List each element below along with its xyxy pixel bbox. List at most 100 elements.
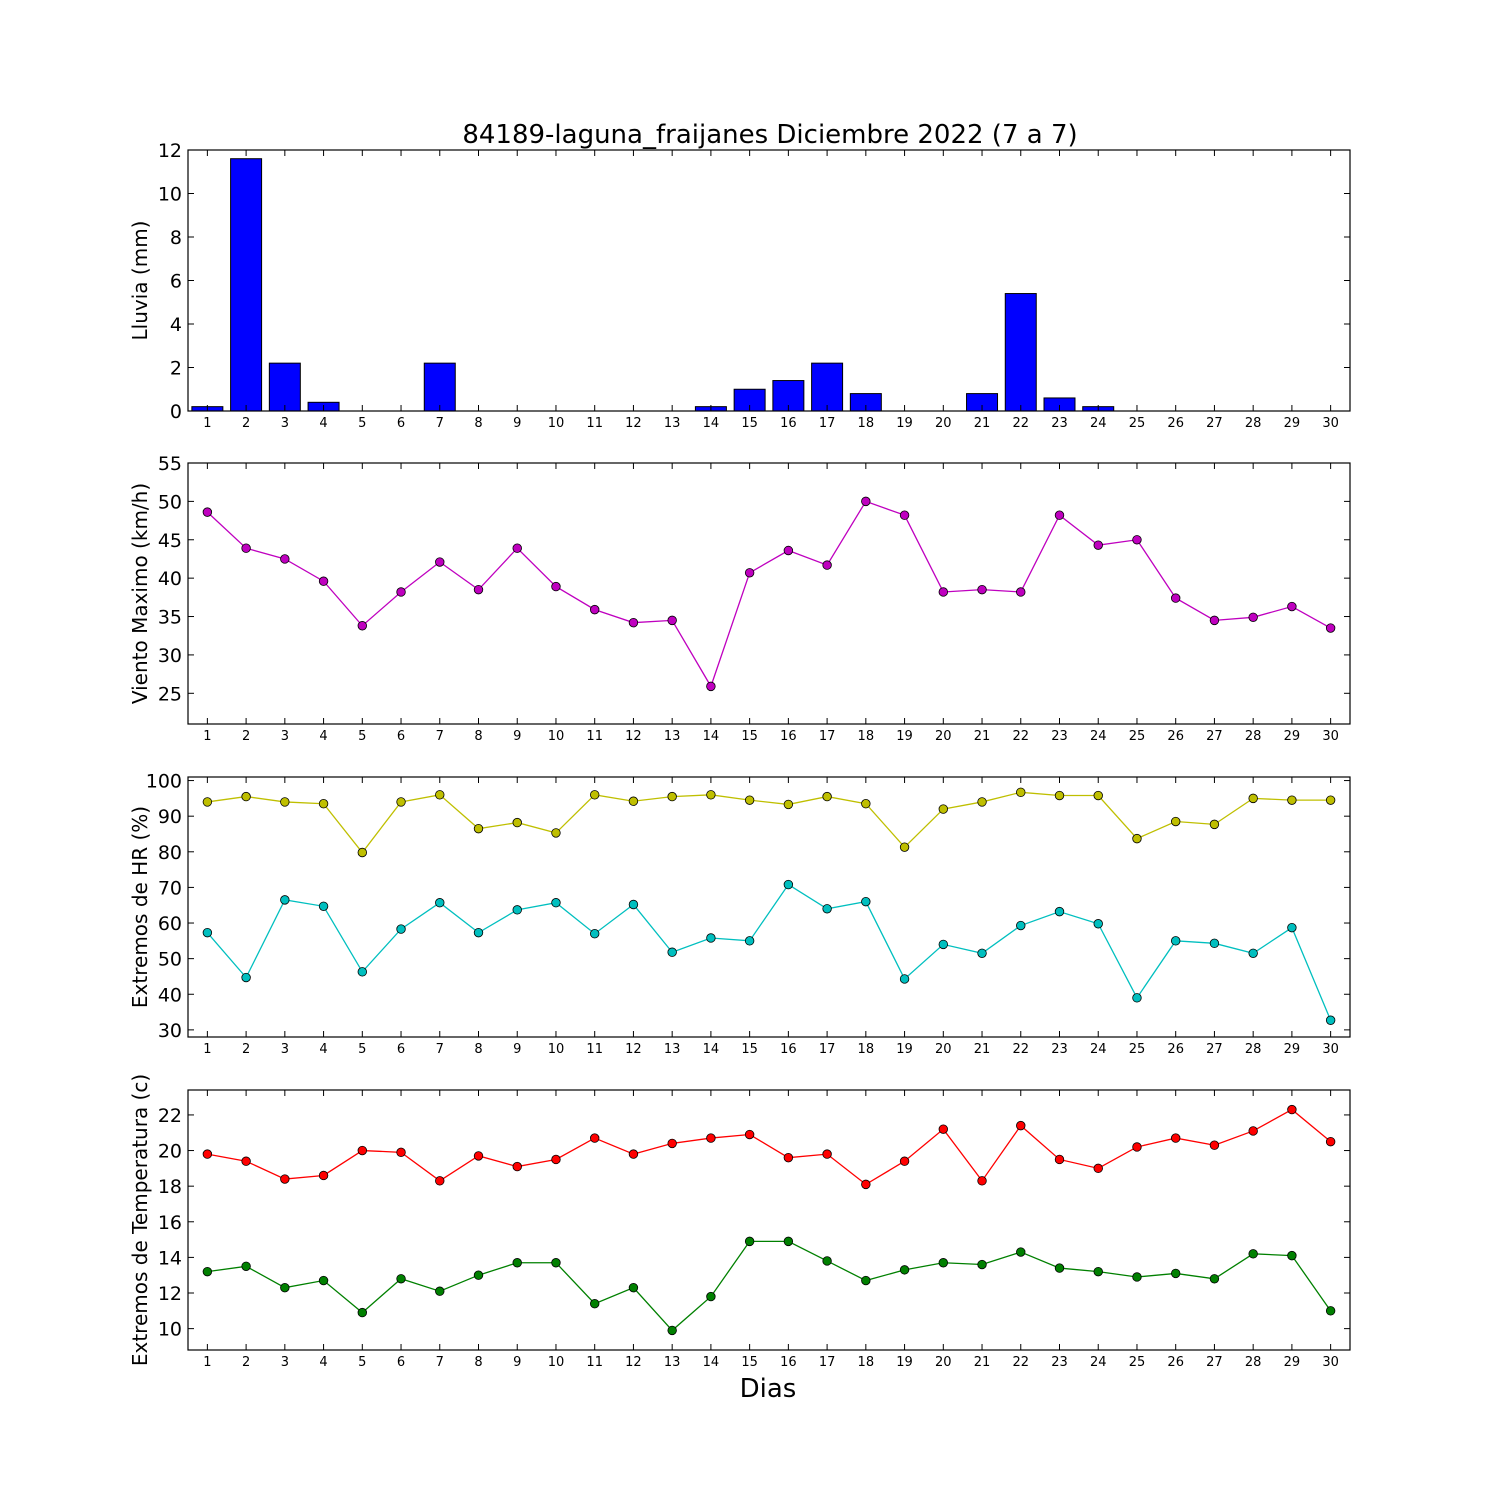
point-wind-1-day-28 (1248, 612, 1258, 622)
xtick-label-temp-4: 4 (319, 1355, 327, 1370)
point-hr-1-day-14 (706, 790, 716, 800)
point-temp-2-day-9 (512, 1258, 522, 1268)
xtick-label-wind-16: 16 (780, 729, 797, 744)
point-hr-2-day-10 (551, 898, 561, 908)
xtick-label-rain-25: 25 (1129, 416, 1146, 431)
xtick-label-temp-14: 14 (703, 1355, 720, 1370)
ytick-label-hr-50: 50 (158, 949, 182, 971)
point-wind-1-day-26 (1170, 593, 1181, 603)
ytick-label-wind-55: 55 (158, 453, 182, 475)
xtick-label-rain-13: 13 (664, 416, 681, 431)
point-hr-2-day-4 (318, 901, 329, 911)
point-hr-2-day-14 (706, 933, 716, 943)
point-hr-1-day-27 (1209, 819, 1220, 830)
xtick-label-wind-23: 23 (1051, 729, 1068, 744)
xtick-label-temp-10: 10 (548, 1355, 565, 1370)
point-hr-2-day-26 (1170, 936, 1181, 946)
xtick-label-rain-2: 2 (242, 416, 250, 431)
point-temp-2-day-18 (861, 1275, 871, 1286)
point-temp-2-day-15 (744, 1236, 755, 1247)
point-temp-2-day-30 (1325, 1306, 1336, 1316)
point-hr-1-day-20 (938, 804, 949, 814)
point-hr-2-day-17 (822, 904, 832, 914)
point-temp-1-day-29 (1287, 1104, 1297, 1115)
point-hr-2-day-7 (435, 898, 445, 908)
point-temp-1-day-8 (473, 1151, 484, 1161)
point-hr-2-day-21 (977, 948, 987, 959)
plot-frame-temp (187, 1089, 1351, 1351)
xtick-label-wind-9: 9 (513, 729, 521, 744)
point-wind-1-day-20 (938, 587, 949, 597)
xtick-label-rain-7: 7 (436, 416, 444, 431)
point-temp-1-day-28 (1248, 1126, 1258, 1136)
point-hr-2-day-18 (861, 896, 871, 907)
xtick-label-hr-9: 9 (513, 1042, 521, 1057)
xtick-label-temp-28: 28 (1245, 1355, 1262, 1370)
xtick-label-hr-13: 13 (664, 1042, 681, 1057)
point-hr-1-day-11 (590, 790, 600, 800)
ytick-label-rain-8: 8 (170, 227, 182, 249)
point-hr-1-day-24 (1093, 790, 1103, 801)
xtick-label-temp-19: 19 (896, 1355, 913, 1370)
ytick-label-wind-30: 30 (158, 645, 182, 667)
xtick-label-wind-5: 5 (358, 729, 366, 744)
point-temp-1-day-5 (357, 1145, 368, 1156)
point-temp-2-day-21 (977, 1259, 987, 1270)
point-temp-2-day-7 (435, 1286, 445, 1296)
point-temp-2-day-28 (1248, 1249, 1258, 1259)
xtick-label-temp-26: 26 (1167, 1355, 1184, 1370)
xtick-label-temp-3: 3 (281, 1355, 289, 1370)
point-temp-2-day-10 (551, 1258, 561, 1268)
xtick-label-hr-23: 23 (1051, 1042, 1068, 1057)
xtick-label-wind-15: 15 (741, 729, 758, 744)
point-wind-1-day-14 (706, 681, 716, 692)
point-wind-1-day-24 (1093, 540, 1103, 550)
ytick-label-temp-22: 22 (158, 1105, 182, 1127)
xtick-label-hr-28: 28 (1245, 1042, 1262, 1057)
xtick-label-wind-17: 17 (819, 729, 836, 744)
xtick-label-rain-11: 11 (586, 416, 603, 431)
point-hr-1-day-16 (783, 799, 794, 810)
point-hr-2-day-6 (396, 924, 406, 934)
point-wind-1-day-1 (202, 507, 213, 517)
series-line-temp-1 (207, 1108, 1332, 1186)
xtick-label-hr-11: 11 (586, 1042, 603, 1057)
point-temp-1-day-12 (628, 1149, 639, 1159)
xtick-label-hr-25: 25 (1129, 1042, 1146, 1057)
point-hr-1-day-3 (280, 797, 290, 807)
xtick-label-hr-24: 24 (1090, 1042, 1107, 1057)
ytick-label-hr-30: 30 (158, 1020, 182, 1042)
point-wind-1-day-11 (590, 604, 600, 615)
ytick-label-temp-10: 10 (158, 1319, 182, 1341)
ytick-label-temp-12: 12 (158, 1283, 182, 1305)
point-hr-2-day-2 (241, 972, 251, 983)
xtick-label-temp-16: 16 (780, 1355, 797, 1370)
xtick-label-wind-2: 2 (242, 729, 250, 744)
point-hr-1-day-6 (396, 797, 406, 807)
ytick-label-hr-90: 90 (158, 806, 182, 828)
ytick-label-rain-4: 4 (170, 314, 182, 336)
xtick-label-wind-25: 25 (1129, 729, 1146, 744)
xtick-label-hr-12: 12 (625, 1042, 642, 1057)
point-wind-1-day-21 (977, 584, 987, 595)
xtick-label-rain-21: 21 (974, 416, 991, 431)
xtick-label-temp-5: 5 (358, 1355, 366, 1370)
point-hr-1-day-23 (1054, 790, 1065, 801)
point-temp-1-day-27 (1209, 1140, 1220, 1150)
xtick-label-rain-24: 24 (1090, 416, 1107, 431)
xtick-label-wind-20: 20 (935, 729, 952, 744)
xtick-label-rain-30: 30 (1322, 416, 1339, 431)
series-line-hr-1 (207, 791, 1331, 854)
xtick-label-wind-10: 10 (548, 729, 565, 744)
xtick-label-hr-6: 6 (397, 1042, 405, 1057)
ytick-label-rain-0: 0 (170, 401, 182, 423)
xtick-label-wind-12: 12 (625, 729, 642, 744)
xtick-label-temp-17: 17 (819, 1355, 836, 1370)
xtick-label-rain-5: 5 (358, 416, 366, 431)
point-wind-1-day-22 (1016, 587, 1026, 597)
point-temp-2-day-23 (1054, 1263, 1065, 1273)
point-hr-2-day-13 (667, 947, 677, 957)
point-wind-1-day-8 (473, 584, 484, 595)
xtick-label-temp-8: 8 (474, 1355, 482, 1370)
